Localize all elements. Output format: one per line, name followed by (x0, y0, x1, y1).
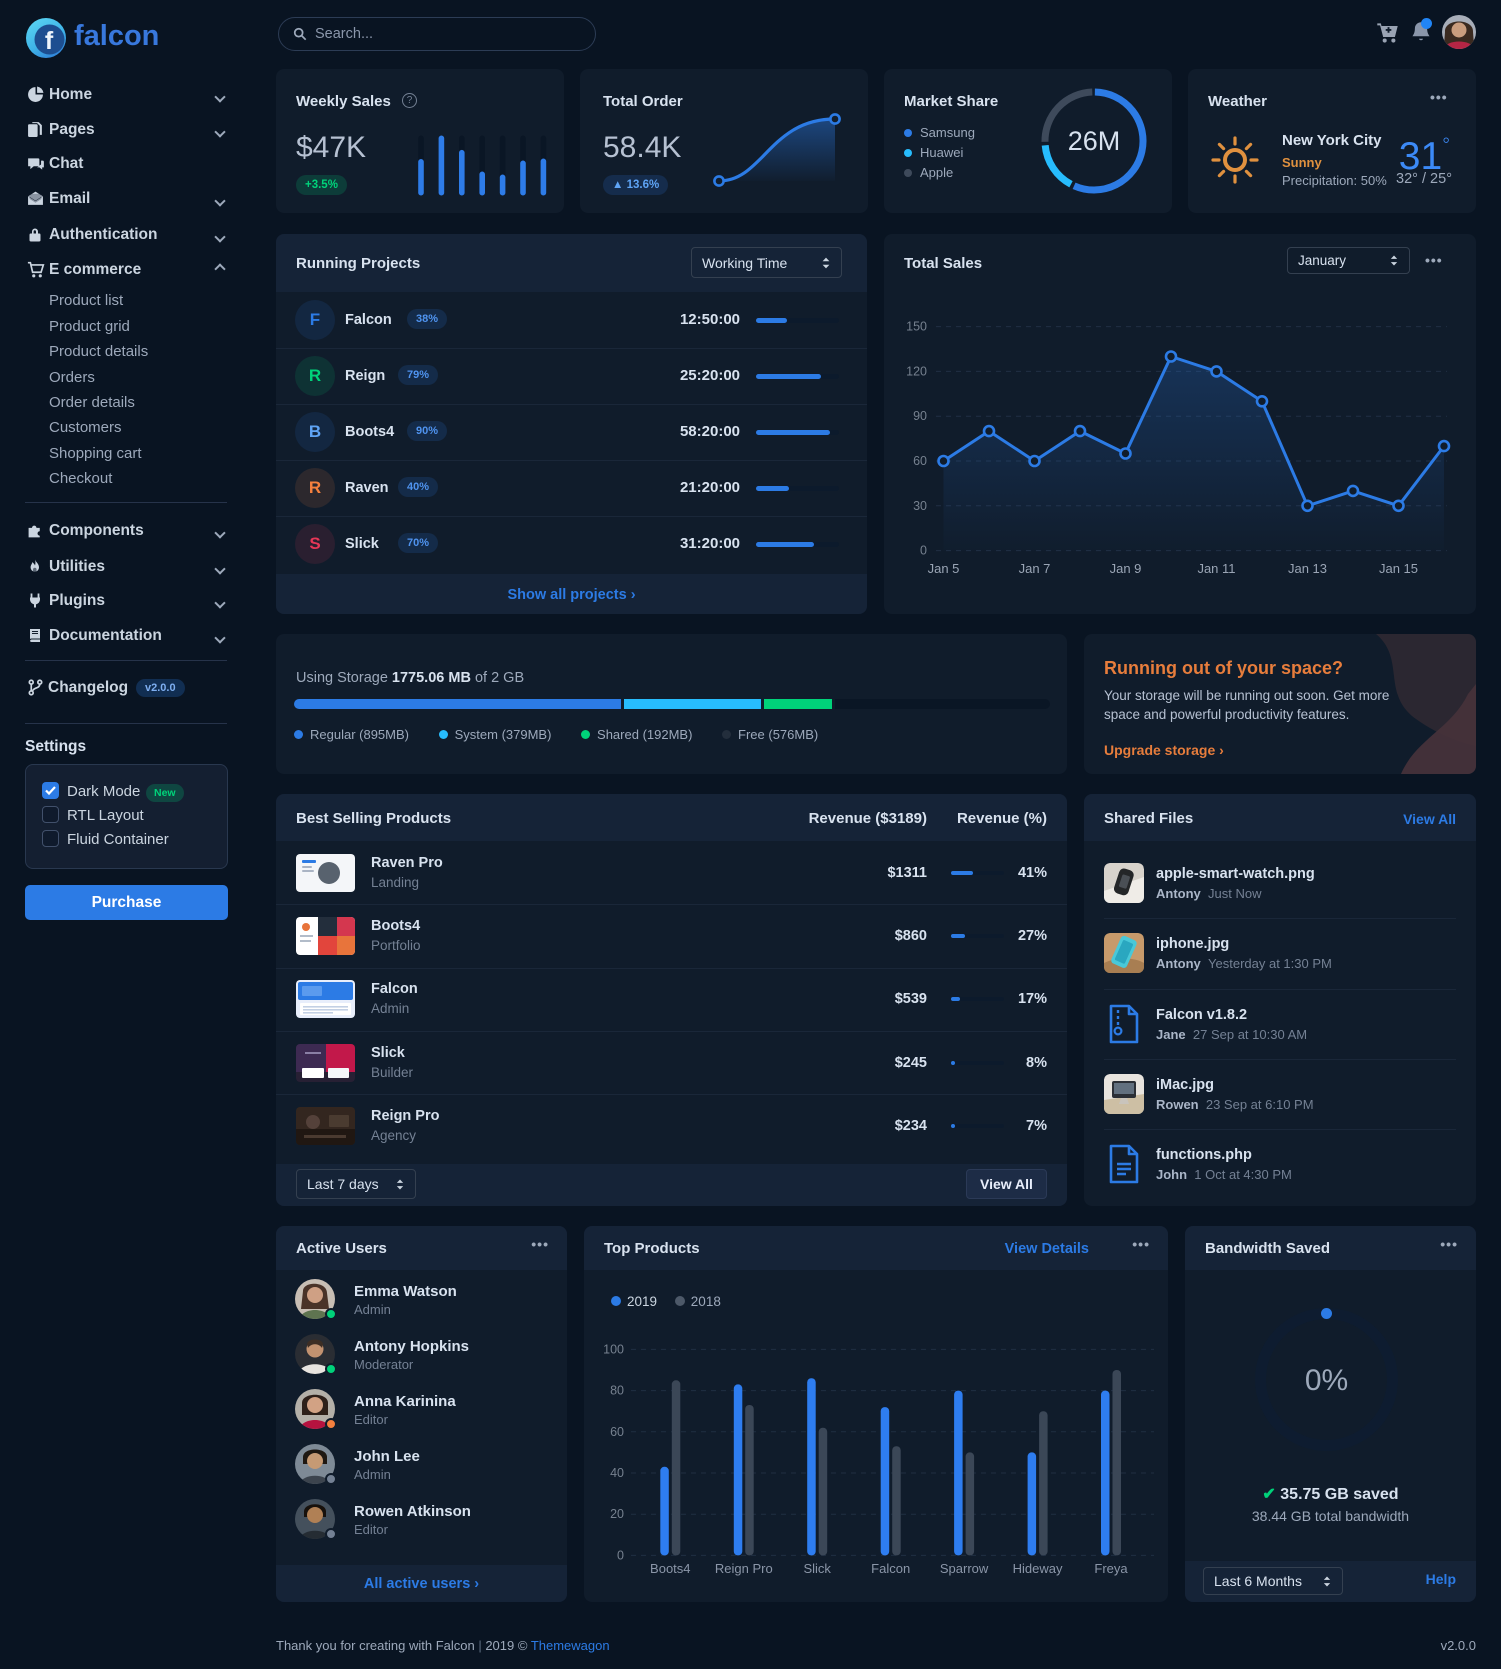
svg-text:0%: 0% (1305, 1364, 1348, 1397)
svg-text:40: 40 (610, 1466, 624, 1480)
svg-text:26M: 26M (1068, 126, 1121, 156)
svg-text:150: 150 (906, 320, 927, 334)
svg-text:f: f (45, 27, 54, 55)
svg-text:Jan 7: Jan 7 (1019, 561, 1051, 576)
svg-text:Boots4: Boots4 (650, 1561, 690, 1576)
svg-text:100: 100 (603, 1342, 624, 1356)
svg-text:Reign Pro: Reign Pro (715, 1561, 773, 1576)
svg-text:80: 80 (610, 1384, 624, 1398)
svg-text:0: 0 (920, 544, 927, 558)
svg-text:120: 120 (906, 364, 927, 378)
svg-text:20: 20 (610, 1507, 624, 1521)
svg-text:Jan 15: Jan 15 (1379, 561, 1418, 576)
svg-text:Hideway: Hideway (1013, 1561, 1063, 1576)
svg-text:90: 90 (913, 409, 927, 423)
svg-text:60: 60 (610, 1425, 624, 1439)
svg-text:60: 60 (913, 454, 927, 468)
svg-text:Jan 5: Jan 5 (928, 561, 960, 576)
svg-text:Jan 11: Jan 11 (1197, 561, 1235, 576)
svg-text:Jan 13: Jan 13 (1288, 561, 1327, 576)
svg-text:Falcon: Falcon (871, 1561, 910, 1576)
svg-text:30: 30 (913, 499, 927, 513)
svg-text:Jan 9: Jan 9 (1110, 561, 1142, 576)
svg-text:Slick: Slick (803, 1561, 831, 1576)
svg-text:Sparrow: Sparrow (940, 1561, 989, 1576)
svg-text:Freya: Freya (1094, 1561, 1128, 1576)
svg-text:0: 0 (617, 1548, 624, 1562)
